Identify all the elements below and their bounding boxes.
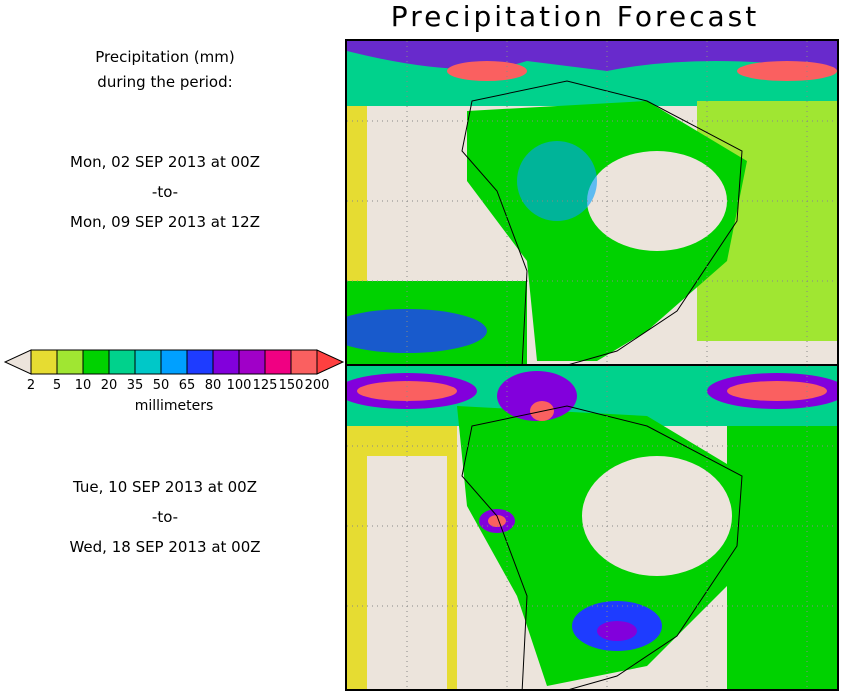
legend-tick-label: 200 [304,378,330,393]
period1-end: Mon, 09 SEP 2013 at 12Z [70,213,260,231]
legend-swatch [160,349,188,375]
period2-end: Wed, 18 SEP 2013 at 00Z [69,538,261,556]
period2-start: Tue, 10 SEP 2013 at 00Z [73,478,257,496]
legend-swatch [30,349,58,375]
legend-tick-label: 2 [26,378,36,393]
map-period2 [345,364,839,691]
legend-tick-label: 80 [204,378,222,393]
legend-tick-label: 50 [152,378,170,393]
legend-swatch [186,349,214,375]
map-period1 [345,39,839,366]
legend-swatch [56,349,84,375]
legend-swatch [290,349,318,375]
legend-swatch [264,349,292,375]
description-line1: Precipitation (mm) [95,48,235,66]
legend-unit: millimeters [134,398,214,414]
legend-swatch [82,349,110,375]
legend-tick-label: 125 [252,378,278,393]
period2-separator: -to- [151,508,179,526]
legend-tick-label: 65 [178,378,196,393]
legend-swatch [134,349,162,375]
legend-tick-label: 10 [74,378,92,393]
legend-over-arrow [316,349,345,375]
legend-tick-label: 150 [278,378,304,393]
page-title: Precipitation Forecast [390,0,760,33]
legend-swatch [212,349,240,375]
legend-swatch [108,349,136,375]
period1-start: Mon, 02 SEP 2013 at 00Z [70,153,260,171]
description-line2: during the period: [97,73,233,91]
color-legend [3,349,345,375]
legend-tick-label: 20 [100,378,118,393]
legend-under-arrow [3,349,32,375]
legend-swatch [238,349,266,375]
legend-tick-label: 35 [126,378,144,393]
legend-tick-label: 5 [52,378,62,393]
period1-separator: -to- [151,183,179,201]
legend-tick-label: 100 [226,378,252,393]
